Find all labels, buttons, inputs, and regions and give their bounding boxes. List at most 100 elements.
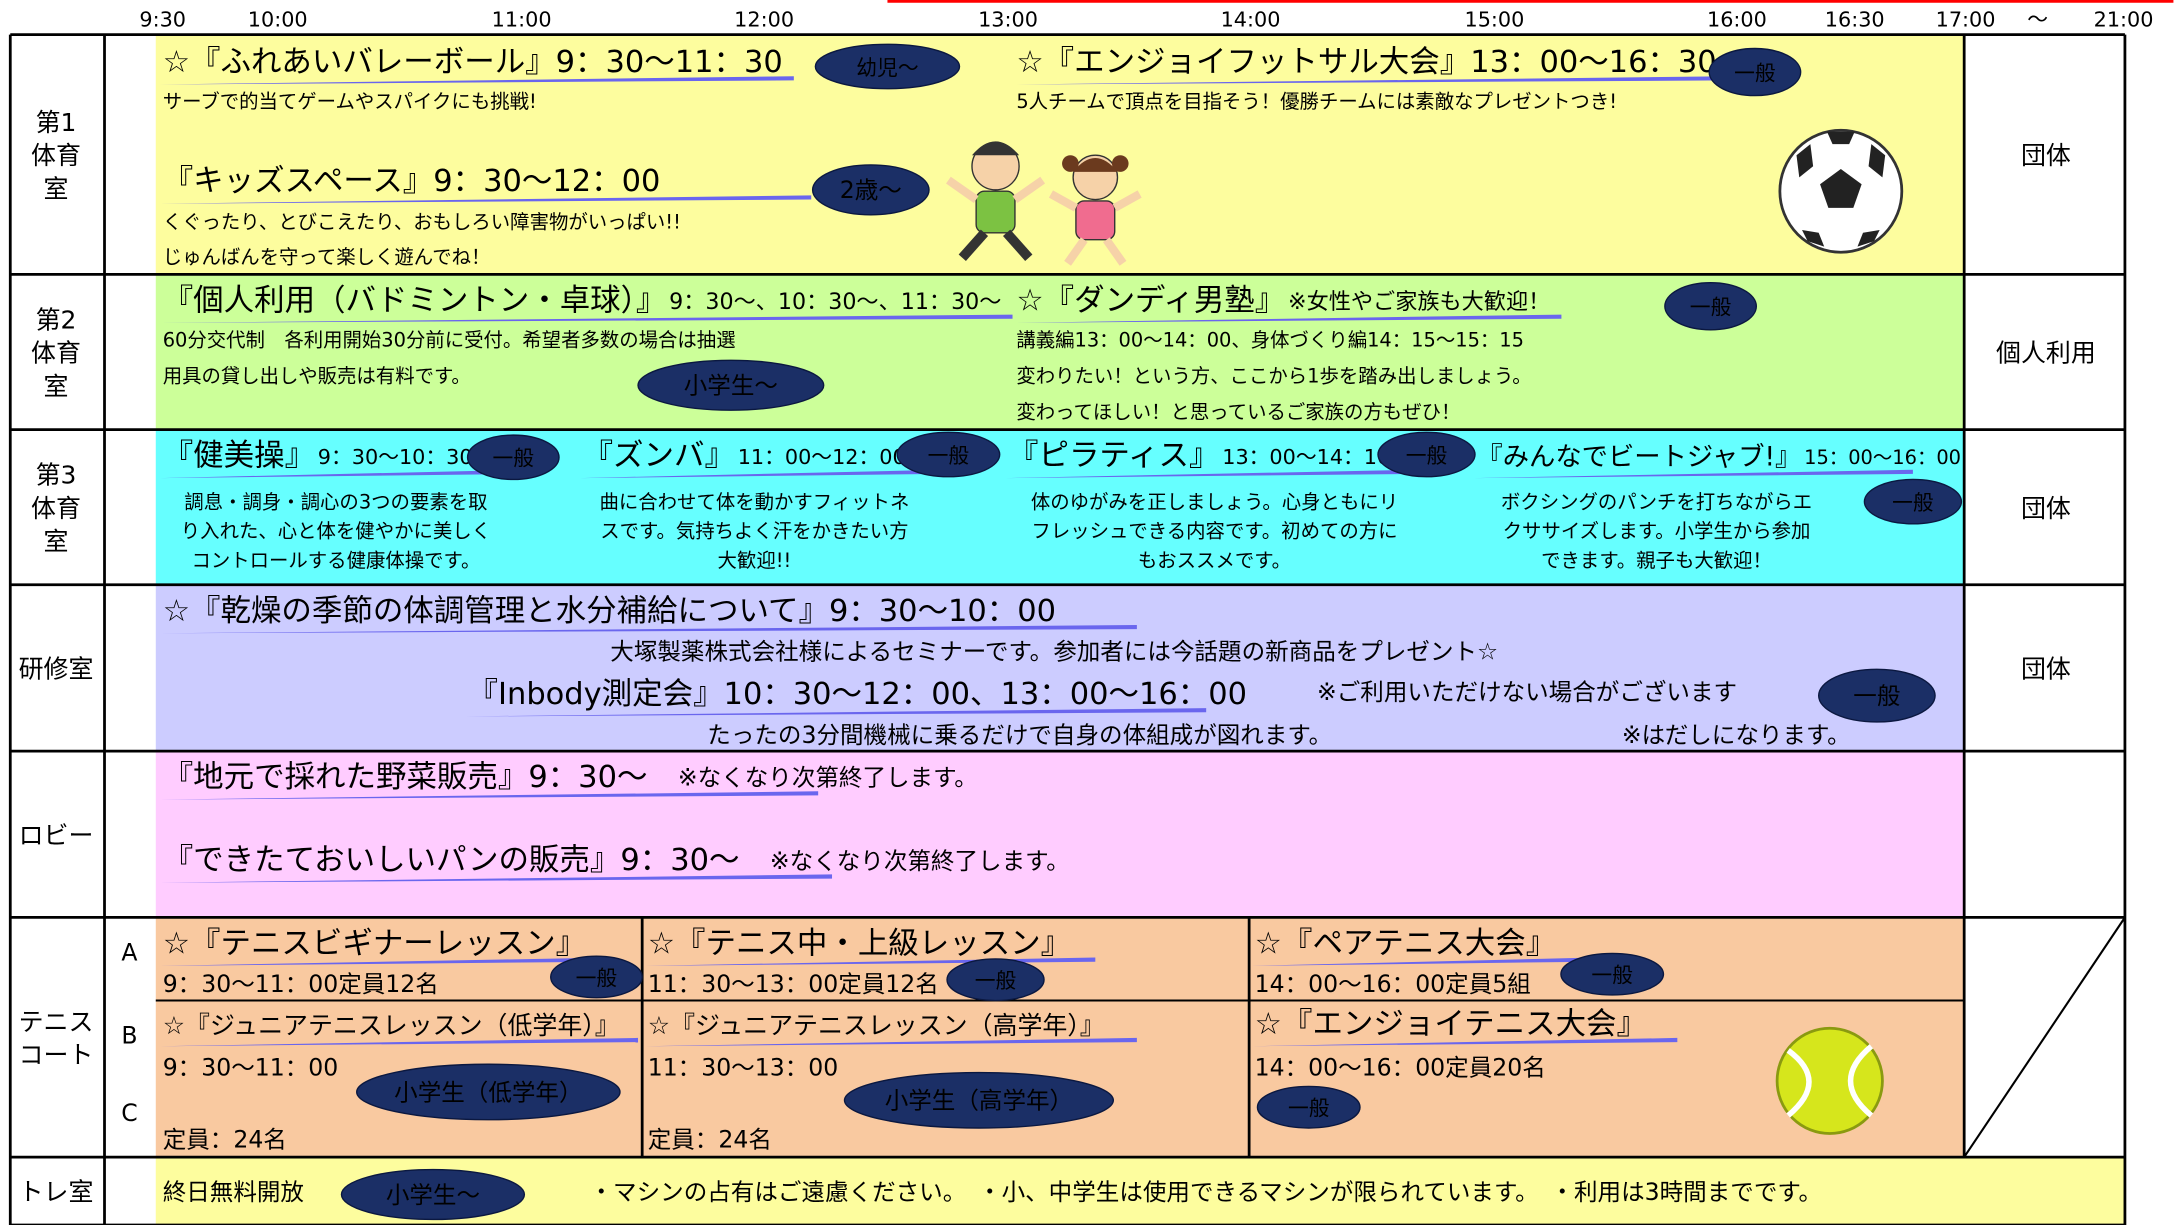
event-note: ※なくなり次第終了します。 [678,764,978,792]
time-header: 16:30 [1825,7,1885,31]
row-background [155,584,1965,752]
badge [1817,668,1936,723]
event-note: ・マシンの占有はご遠慮ください。 ・小、中学生は使用できるマシンが限られています… [590,1178,1823,1206]
row-backgrounds [155,34,2125,1225]
badge-label: 小学生（高学年） [885,1087,1073,1115]
time-header: 12:00 [734,7,794,31]
time-header: 11:00 [492,7,552,31]
table-grid [8,33,2127,1225]
event-description: 曲に合わせて体を動かすフィットネ [599,491,909,514]
row-background [155,274,1965,430]
badge [340,1168,526,1221]
room-label: コート [19,1041,94,1070]
room-label: 室 [44,372,69,401]
room-label: 体育 [31,339,81,368]
badge [1863,478,1963,525]
row-background [155,751,1965,918]
event-description: 変わりたい！という方、ここから1歩を踏み出しましょう。 [1016,364,1531,387]
title-underline [644,1037,1137,1047]
badge-label: 一般 [1853,682,1900,710]
event-description: 5人チームで頂点を目指そう！優勝チームには素敵なプレゼントつき! [1016,90,1617,113]
event-time: 14：00～16：00定員5組 [1255,970,1531,998]
title-underline [1005,469,1415,479]
event-description: 変わってほしい！と思っているご家族の方もぜひ！ [1016,400,1460,423]
badge-label: 一般 [576,966,618,990]
badge [550,955,643,999]
event-title: ☆『エンジョイテニス大会』 [1255,1007,1647,1042]
soccer-ball [1778,128,1904,254]
event-time: 9：30～、10：30～、11：30～ [669,289,1001,315]
badge-label: 一般 [1591,963,1633,987]
title-underline [159,1037,639,1047]
badge-label: 一般 [1734,61,1776,85]
badge-label: 小学生～ [386,1181,480,1209]
badge-label: 一般 [1288,1097,1330,1121]
event-capacity: 定員：24名 [163,1125,287,1153]
event-title: 『健美操』 [163,439,315,474]
title-underline [159,874,833,883]
event-time: 9：30～11：00 [163,1053,339,1081]
event-description: ボクシングのパンチを打ちながらエ [1501,491,1812,514]
badge [1256,1085,1361,1129]
usage-type: 団体 [2021,141,2071,170]
event-description: クササイズします。小学生から参加 [1503,520,1811,543]
event-description: フレッシュできる内容です。初めての方に [1031,520,1397,543]
event-description: スです。気持ちよく汗をかきたい方 [600,520,908,543]
event-capacity: 定員：24名 [648,1125,772,1153]
badge [1560,952,1665,996]
badge [1664,281,1758,331]
badge [843,1071,1115,1129]
event-title: ☆『ジュニアテニスレッスン（低学年）』 [163,1011,620,1040]
tennis-ball [1775,1026,1884,1135]
event-title: ☆『エンジョイフットサル大会』13：00～16：30 [1016,45,1716,80]
event-note: ※はだしになります。 [1622,721,1851,749]
event-time: 9：30～11：00定員12名 [163,970,439,998]
event-title: ☆『ペアテニス大会』 [1255,926,1557,961]
badge-label: 一般 [493,447,535,471]
event-note: ※女性やご家族も大歓迎！ [1288,289,1550,315]
title-underline [1013,76,1728,85]
event-description: くぐったり、とびこえたり、おもしろい障害物がいっぱい!! [163,211,681,234]
time-header: 16:00 [1707,7,1767,31]
title-underline [159,624,1137,634]
room-label: 室 [44,174,69,203]
event-title: ☆『テニス中・上級レッスン』 [648,926,1071,961]
kids-illustration [946,141,1142,266]
event-note: ※ご利用いただけない場合がございます [1317,678,1737,706]
badge-label: 一般 [1690,296,1732,320]
badge-label: 幼児～ [856,56,918,80]
badge-label: 小学生～ [684,372,778,400]
event-description: 調息・調身・調心の3つの要素を取 [184,491,487,514]
illustrations [946,128,1904,1135]
event-description: サーブで的当てゲームやスパイクにも挑戦! [163,90,537,113]
badge [637,359,825,411]
diagonal [1963,916,2126,1158]
event-description: 体のゆがみを正しましょう。心身ともにリ [1031,491,1398,514]
event-title: 『個人利用（バドミントン・卓球）』 [163,283,667,318]
event-title: ☆『テニスビギナーレッスン』 [163,926,586,961]
event-time: 11：00～12：00 [738,445,906,469]
event-title: 『みんなでビートジャブ!』 [1476,443,1801,473]
time-header: 21:00 [2094,7,2154,31]
time-header: 15:00 [1464,7,1524,31]
event-description: 大塚製薬株式会社様によるセミナーです。参加者には今話題の新商品をプレゼント☆ [610,638,1498,666]
time-header: 14:00 [1221,7,1281,31]
event-time: 11：30～13：00 [648,1053,839,1081]
title-underline [159,195,812,204]
badge-label: 一般 [1406,444,1448,468]
event-title: 『ピラティス』 [1008,439,1219,474]
event-description: もおススメです。 [1138,549,1291,572]
room-label: トレ室 [19,1178,94,1207]
event-title: 『キッズスペース』9：30～12：00 [163,164,661,199]
court-label: A [121,938,137,966]
badge [356,1063,621,1121]
event-time: 15：00～16：00 [1804,446,1961,469]
room-label: 室 [44,527,69,556]
time-header: ～ [2027,7,2048,31]
room-label: テニス [19,1007,94,1036]
event-time: 14：00～16：00定員20名 [1255,1053,1546,1081]
title-underline [579,469,943,479]
event-description: たったの3分間機械に乗るだけで自身の体組成が図れます。 [707,721,1332,749]
row-background [155,429,1965,585]
